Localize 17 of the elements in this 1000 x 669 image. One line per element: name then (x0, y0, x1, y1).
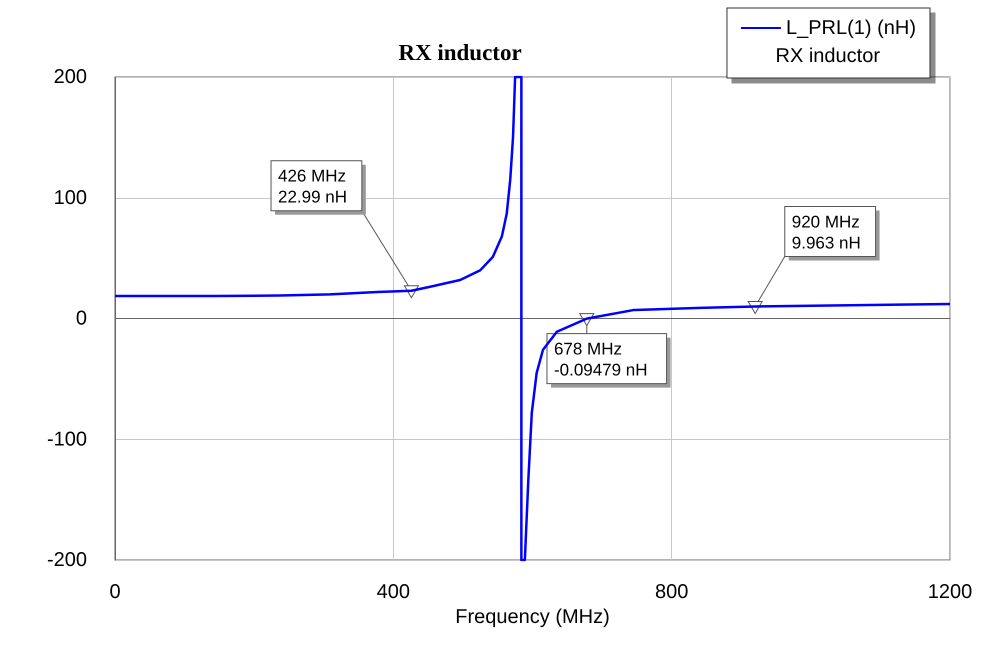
x-tick-label: 800 (654, 581, 688, 603)
y-tick-label: -100 (46, 428, 87, 450)
y-tick-label: 100 (54, 186, 87, 209)
annotation: 678 MHz -0.09479 nH (554, 340, 648, 380)
y-tick-label: 200 (54, 66, 87, 88)
y-tick-label: 0 (76, 308, 87, 330)
chart-title: RX inductor (398, 40, 522, 65)
x-axis-title: Frequency (MHz) (455, 606, 610, 628)
annotation: 426 MHz 22.99 nH (278, 166, 348, 207)
x-tick-label: 0 (109, 581, 121, 603)
legend-title: RX inductor (776, 45, 880, 67)
y-tick-label: -200 (46, 549, 87, 571)
line-series (114, 76, 952, 562)
annotation: 920 MHz 9.963 nH (792, 212, 861, 252)
x-tick-label: 1200 (928, 581, 972, 603)
legend-label: L_PRL(1) (nH) (786, 17, 916, 39)
x-tick-label: 400 (376, 581, 410, 603)
